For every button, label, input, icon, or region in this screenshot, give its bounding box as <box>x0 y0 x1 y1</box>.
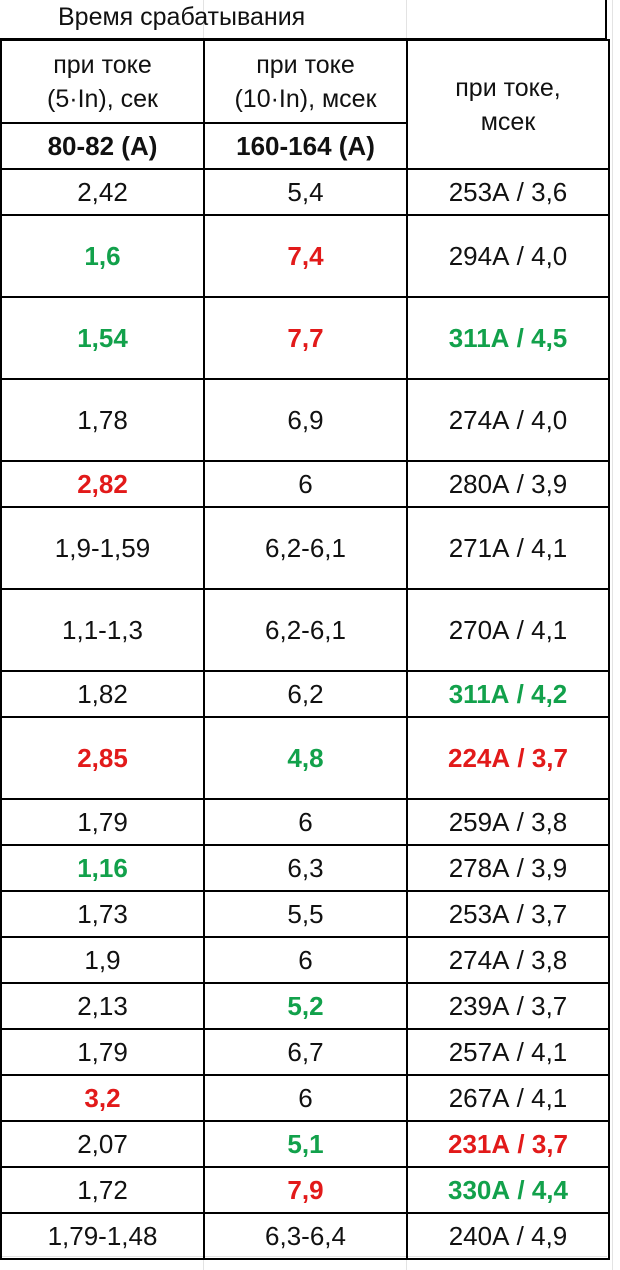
header-col3-line1: при токе, <box>455 73 561 102</box>
table-title-row: Время срабатывания <box>0 0 607 40</box>
table-cell-col1[interactable]: 2,85 <box>0 716 205 800</box>
table-cell-col3[interactable]: 253А / 3,7 <box>406 890 610 938</box>
table-cell-col1[interactable]: 3,2 <box>0 1074 205 1122</box>
header-col2-line2: (10·In), мсек <box>234 84 377 113</box>
table-cell-col2[interactable]: 6 <box>203 936 408 984</box>
table-cell-col2[interactable]: 7,9 <box>203 1166 408 1214</box>
header-col3[interactable]: при токе, мсек <box>406 39 610 170</box>
table-cell-col3[interactable]: 271А / 4,1 <box>406 506 610 590</box>
table-cell-col1[interactable]: 2,13 <box>0 982 205 1030</box>
table-cell-col1[interactable]: 1,9 <box>0 936 205 984</box>
table-cell-col2[interactable]: 6 <box>203 798 408 846</box>
table-row: 1,79-1,48 6,3-6,4 240А / 4,9 <box>0 1212 610 1260</box>
table-cell-col1[interactable]: 2,07 <box>0 1120 205 1168</box>
table-cell-col3[interactable]: 311А / 4,5 <box>406 296 610 380</box>
table-cell-col3[interactable]: 257А / 4,1 <box>406 1028 610 1076</box>
table-cell-col1[interactable]: 1,82 <box>0 670 205 718</box>
table-cell-col3[interactable]: 311А / 4,2 <box>406 670 610 718</box>
table-cell-col2[interactable]: 5,5 <box>203 890 408 938</box>
table-row: 1,79 6 259А / 3,8 <box>0 798 610 846</box>
table-row: 1,9-1,59 6,2-6,1 271А / 4,1 <box>0 506 610 590</box>
table-row: 2,42 5,4 253А / 3,6 <box>0 168 610 216</box>
table-cell-col1[interactable]: 2,82 <box>0 460 205 508</box>
table-row: 2,82 6 280А / 3,9 <box>0 460 610 508</box>
table-cell-col3[interactable]: 278А / 3,9 <box>406 844 610 892</box>
table-cell-col3[interactable]: 259А / 3,8 <box>406 798 610 846</box>
table-cell-col2[interactable]: 6,2-6,1 <box>203 506 408 590</box>
table-cell-col1[interactable]: 1,72 <box>0 1166 205 1214</box>
table-cell-col2[interactable]: 6,3 <box>203 844 408 892</box>
table-row: 1,79 6,7 257А / 4,1 <box>0 1028 610 1076</box>
header-col1-line2: (5·In), сек <box>47 84 158 113</box>
table-cell-col1[interactable]: 2,42 <box>0 168 205 216</box>
table-cell-col3[interactable]: 274А / 4,0 <box>406 378 610 462</box>
table-cell-col1[interactable]: 1,16 <box>0 844 205 892</box>
table-row: 2,07 5,1 231А / 3,7 <box>0 1120 610 1168</box>
table-cell-col1[interactable]: 1,6 <box>0 214 205 298</box>
table-cell-col1[interactable]: 1,54 <box>0 296 205 380</box>
table-cell-col3[interactable]: 330А / 4,4 <box>406 1166 610 1214</box>
table-cell-col2[interactable]: 6,7 <box>203 1028 408 1076</box>
header-row: при токе (5·In), сек при токе (10·In), м… <box>0 39 610 170</box>
table-row: 2,85 4,8 224А / 3,7 <box>0 716 610 800</box>
table-row: 2,13 5,2 239А / 3,7 <box>0 982 610 1030</box>
table-cell-col1[interactable]: 1,79-1,48 <box>0 1212 205 1260</box>
table-cell-col1[interactable]: 1,1-1,3 <box>0 588 205 672</box>
subheader-row: 80-82 (А) 160-164 (А) <box>0 122 609 170</box>
table-cell-col2[interactable]: 6,2 <box>203 670 408 718</box>
table-row: 1,78 6,9 274А / 4,0 <box>0 378 610 462</box>
table-row: 1,54 7,7 311А / 4,5 <box>0 296 610 380</box>
table-cell-col2[interactable]: 7,4 <box>203 214 408 298</box>
sheet-gridline <box>612 0 613 1270</box>
table-row: 3,2 6 267А / 4,1 <box>0 1074 610 1122</box>
table-cell-col3[interactable]: 294А / 4,0 <box>406 214 610 298</box>
table-title: Время срабатывания <box>58 3 306 31</box>
header-col2-line1: при токе <box>256 50 355 79</box>
table-cell-col2[interactable]: 6,2-6,1 <box>203 588 408 672</box>
table-cell-col2[interactable]: 6,9 <box>203 378 408 462</box>
table-cell-col3[interactable]: 240А / 4,9 <box>406 1212 610 1260</box>
subheader-col1[interactable]: 80-82 (А) <box>0 122 205 170</box>
table-cell-col2[interactable]: 5,4 <box>203 168 408 216</box>
subheader-col2[interactable]: 160-164 (А) <box>203 122 408 170</box>
table-cell-col3[interactable]: 274А / 3,8 <box>406 936 610 984</box>
table-cell-col2[interactable]: 7,7 <box>203 296 408 380</box>
table-cell-col3[interactable]: 270А / 4,1 <box>406 588 610 672</box>
table-cell-col2[interactable]: 4,8 <box>203 716 408 800</box>
header-col1[interactable]: при токе (5·In), сек <box>0 39 205 124</box>
table-cell-col2[interactable]: 6,3-6,4 <box>203 1212 408 1260</box>
table-cell-col1[interactable]: 1,9-1,59 <box>0 506 205 590</box>
response-time-table: при токе (5·In), сек при токе (10·In), м… <box>0 39 610 1260</box>
table-row: 1,72 7,9 330А / 4,4 <box>0 1166 610 1214</box>
header-col2[interactable]: при токе (10·In), мсек <box>203 39 408 124</box>
table-cell-col3[interactable]: 224А / 3,7 <box>406 716 610 800</box>
table-cell-col1[interactable]: 1,73 <box>0 890 205 938</box>
table-cell-col3[interactable]: 253А / 3,6 <box>406 168 610 216</box>
table-row: 1,73 5,5 253А / 3,7 <box>0 890 610 938</box>
table-row: 1,6 7,4 294А / 4,0 <box>0 214 610 298</box>
table-row: 1,9 6 274А / 3,8 <box>0 936 610 984</box>
table-cell-col2[interactable]: 5,1 <box>203 1120 408 1168</box>
header-col1-line1: при токе <box>53 50 152 79</box>
table-cell-col3[interactable]: 267А / 4,1 <box>406 1074 610 1122</box>
table-cell-col1[interactable]: 1,79 <box>0 798 205 846</box>
table-cell-col2[interactable]: 6 <box>203 460 408 508</box>
table-cell-col2[interactable]: 5,2 <box>203 982 408 1030</box>
table-cell-col2[interactable]: 6 <box>203 1074 408 1122</box>
table-cell-col3[interactable]: 239А / 3,7 <box>406 982 610 1030</box>
table-row: 1,82 6,2 311А / 4,2 <box>0 670 610 718</box>
table-cell-col1[interactable]: 1,78 <box>0 378 205 462</box>
table-cell-col1[interactable]: 1,79 <box>0 1028 205 1076</box>
table-cell-col3[interactable]: 280А / 3,9 <box>406 460 610 508</box>
table-row: 1,1-1,3 6,2-6,1 270А / 4,1 <box>0 588 610 672</box>
header-col3-line2: мсек <box>480 107 536 136</box>
table-row: 1,16 6,3 278А / 3,9 <box>0 844 610 892</box>
table-cell-col3[interactable]: 231А / 3,7 <box>406 1120 610 1168</box>
